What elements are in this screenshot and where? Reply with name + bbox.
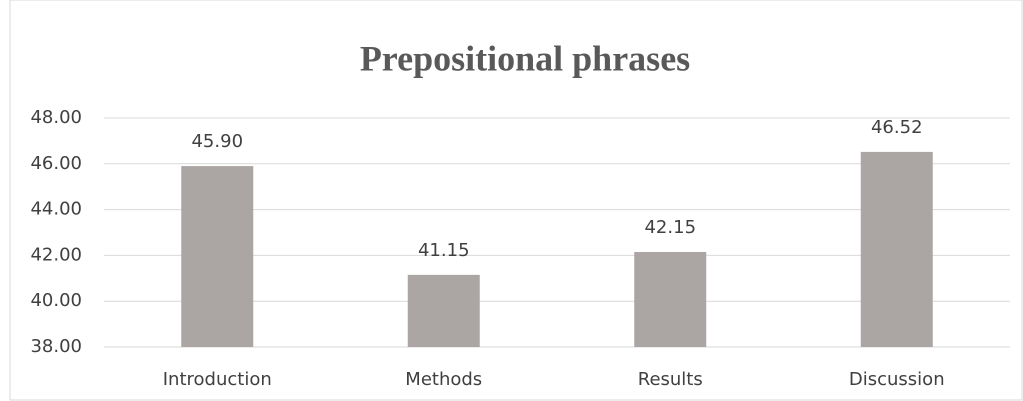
x-tick-label: Methods xyxy=(405,369,482,390)
x-tick-label: Introduction xyxy=(163,369,272,390)
y-tick-label: 42.00 xyxy=(30,244,82,265)
data-label: 41.15 xyxy=(418,240,470,261)
chart-border xyxy=(9,0,1023,401)
y-tick-label: 48.00 xyxy=(30,107,82,128)
bar xyxy=(407,274,480,347)
x-tick-label: Discussion xyxy=(849,369,945,390)
y-tick-label: 40.00 xyxy=(30,290,82,311)
y-tick-label: 44.00 xyxy=(30,199,82,220)
x-tick-label: Results xyxy=(638,369,703,390)
y-tick-label: 46.00 xyxy=(30,153,82,174)
data-label: 45.90 xyxy=(191,131,243,152)
bar xyxy=(860,151,933,347)
data-label: 42.15 xyxy=(644,217,696,238)
y-tick-label: 38.00 xyxy=(30,336,82,357)
chart-title: Prepositional phrases xyxy=(360,38,690,78)
bar xyxy=(634,251,707,347)
data-label: 46.52 xyxy=(871,117,923,138)
bar xyxy=(181,166,254,347)
